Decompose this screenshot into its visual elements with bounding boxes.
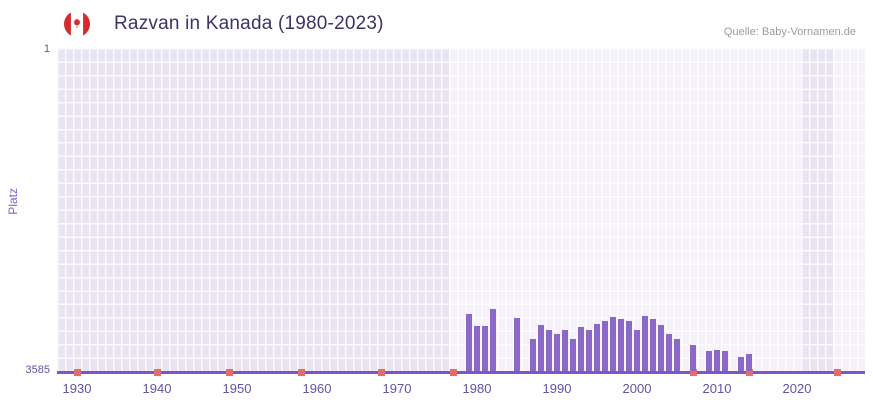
bar-2005[interactable] [674,339,680,371]
bar-2001[interactable] [642,316,648,371]
bar-1991[interactable] [562,329,568,371]
axis-marker-1940 [153,369,161,376]
x-tick-label-1990: 1990 [542,381,572,396]
bar-2011[interactable] [722,351,728,371]
bar-1997[interactable] [610,316,616,371]
bar-1992[interactable] [570,339,576,371]
bar-2003[interactable] [658,324,664,371]
bar-1989[interactable] [546,329,552,371]
axis-marker-1949 [225,369,233,376]
bar-2007[interactable] [690,345,696,371]
bar-2013[interactable] [738,357,744,371]
x-tick-label-2020: 2020 [782,381,812,396]
bar-1987[interactable] [530,339,536,371]
x-tick-label-1960: 1960 [302,381,332,396]
page-title: Razvan in Kanada (1980-2023) [114,13,384,34]
bar-1980[interactable] [474,326,480,371]
bar-2000[interactable] [634,329,640,371]
bar-2010[interactable] [714,349,720,371]
x-tick-label-2010: 2010 [702,381,732,396]
bar-1990[interactable] [554,333,560,371]
x-axis-line [57,371,865,374]
bar-1988[interactable] [538,325,544,371]
bar-1998[interactable] [618,318,624,371]
axis-marker-2007 [689,369,697,376]
bar-1995[interactable] [594,323,600,371]
bar-1999[interactable] [626,321,632,371]
axis-marker-1930 [73,369,81,376]
x-tick-label-2000: 2000 [622,381,652,396]
y-tick-bottom: 3585 [25,364,50,376]
bar-1996[interactable] [602,320,608,371]
y-tick-top: 1 [43,43,50,55]
axis-marker-2014 [745,369,753,376]
axis-marker-2025 [833,369,841,376]
source-credit: Quelle: Baby-Vornamen.de [723,26,856,38]
bar-1981[interactable] [482,325,488,371]
bar-1985[interactable] [514,318,520,371]
bar-2014[interactable] [746,353,752,371]
x-tick-label-1930: 1930 [62,381,92,396]
y-axis-label: Platz [6,188,20,215]
bar-1994[interactable] [586,329,592,371]
bar-2002[interactable] [650,319,656,371]
bar-2004[interactable] [666,333,672,371]
x-tick-label-1980: 1980 [462,381,492,396]
axis-marker-1977 [449,369,457,376]
gridlines [57,48,865,371]
x-tick-label-1950: 1950 [222,381,252,396]
axis-marker-1968 [377,369,385,376]
plot-area [57,48,865,376]
bar-1993[interactable] [578,327,584,371]
axis-marker-1958 [297,369,305,376]
bar-2009[interactable] [706,351,712,371]
x-tick-label-1940: 1940 [142,381,172,396]
canada-flag-icon [64,11,90,37]
x-tick-label-1970: 1970 [382,381,412,396]
bar-1982[interactable] [490,308,496,371]
bar-1979[interactable] [466,313,472,371]
